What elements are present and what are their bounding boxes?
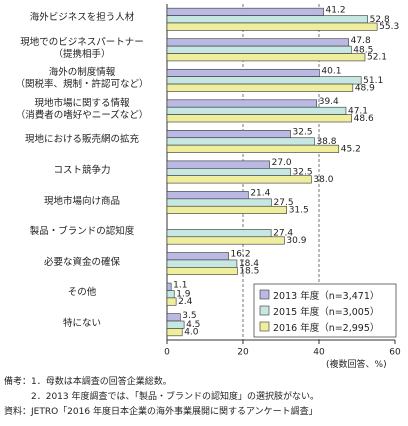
bar — [166, 282, 172, 291]
bar — [166, 236, 285, 245]
legend-swatch — [259, 289, 270, 300]
value-label: 30.9 — [286, 236, 306, 246]
value-label: 40.1 — [321, 66, 341, 76]
value-label: 55.3 — [379, 22, 399, 32]
legend-swatch — [259, 321, 270, 332]
bar — [166, 137, 315, 146]
bar — [166, 38, 349, 47]
x-tick-label: 0 — [164, 348, 170, 358]
value-label: 48.5 — [353, 45, 373, 55]
value-label: 52.1 — [367, 53, 387, 63]
bar — [166, 7, 324, 16]
category-label: 現地でのビジネスパートナー （提携相手） — [20, 36, 144, 60]
x-axis-label: (複数回答、%) — [326, 360, 387, 370]
value-label: 48.6 — [354, 114, 374, 124]
value-label: 18.4 — [239, 259, 259, 269]
bar — [166, 22, 378, 31]
bar — [166, 15, 368, 24]
bar — [166, 168, 291, 177]
value-label: 47.8 — [351, 36, 371, 46]
bar — [166, 68, 320, 77]
bar — [166, 198, 272, 207]
value-label: 21.4 — [250, 189, 270, 199]
value-label: 27.4 — [273, 229, 293, 239]
bar — [166, 130, 291, 139]
value-label: 45.2 — [341, 144, 361, 154]
legend-label: 2013 年度（n=3,471） — [273, 291, 380, 302]
bar — [166, 313, 181, 322]
bar — [166, 259, 238, 268]
value-label: 32.5 — [293, 168, 313, 178]
bar — [166, 297, 177, 306]
value-label: 16.2 — [231, 250, 251, 260]
legend-label: 2016 年度（n=2,995） — [273, 323, 380, 334]
bar — [166, 160, 270, 169]
category-label: 必要な資金の確保 — [43, 256, 120, 268]
value-label: 32.5 — [293, 128, 313, 138]
value-label: 47.1 — [348, 106, 368, 116]
note: 備考：1．母数は本調査の回答企業総数。 — [4, 377, 172, 387]
bar — [166, 205, 287, 214]
bar — [166, 320, 185, 329]
bar — [166, 53, 366, 62]
value-label: 27.5 — [274, 198, 294, 208]
value-label: 38.8 — [316, 137, 336, 147]
bar — [166, 290, 175, 299]
bar — [166, 267, 238, 276]
category-label: 海外の制度情報 （関税率、規制・許認可など） — [15, 67, 149, 91]
category-label: 現地市場向け商品 — [43, 195, 120, 207]
x-tick-label: 20 — [237, 348, 249, 358]
value-label: 31.5 — [289, 205, 309, 215]
legend-box — [253, 283, 397, 338]
bar — [166, 252, 229, 261]
value-label: 38.0 — [313, 175, 333, 185]
category-label: 特にない — [62, 317, 101, 329]
value-label: 1.9 — [176, 290, 191, 300]
category-label: 製品・ブランドの認知度 — [29, 226, 135, 238]
value-label: 52.8 — [370, 15, 390, 25]
bar — [166, 144, 340, 153]
x-tick-label: 60 — [389, 348, 401, 358]
note: 資料：JETRO「2016 年度日本企業の海外事業展開に関するアンケート調査」 — [4, 407, 318, 417]
bar — [166, 175, 312, 184]
category-label: その他 — [67, 287, 97, 299]
value-label: 1.1 — [173, 280, 187, 290]
value-label: 18.5 — [239, 267, 259, 277]
x-tick-label: 40 — [313, 348, 325, 358]
value-label: 4.5 — [186, 320, 200, 330]
note: 2．2013 年度調査では、「製品・ブランドの認知度」の選択肢がない。 — [31, 392, 319, 402]
value-label: 3.5 — [182, 311, 196, 321]
legend-label: 2015 年度（n=3,005） — [273, 307, 380, 318]
value-label: 27.0 — [272, 158, 292, 168]
legend-swatch — [259, 305, 270, 316]
bar — [166, 45, 352, 54]
bar — [166, 83, 354, 92]
value-label: 39.4 — [319, 97, 339, 107]
bar — [166, 76, 362, 85]
bar — [166, 328, 183, 337]
value-label: 4.0 — [184, 328, 199, 338]
value-label: 48.9 — [355, 83, 375, 93]
bar — [166, 191, 249, 200]
bar — [166, 229, 272, 238]
value-label: 51.1 — [363, 76, 383, 86]
bar — [166, 99, 318, 108]
value-label: 2.4 — [178, 297, 193, 307]
category-label: 現地における販売網の拡充 — [24, 134, 139, 146]
category-label: 現地市場に関する情報 （消費者の嗜好やニーズなど） — [15, 97, 149, 121]
category-label: 海外ビジネスを担う人材 — [29, 12, 135, 24]
bar — [166, 114, 352, 123]
value-label: 41.2 — [326, 5, 346, 15]
category-label: コスト競争力 — [53, 165, 111, 176]
bar — [166, 106, 347, 115]
